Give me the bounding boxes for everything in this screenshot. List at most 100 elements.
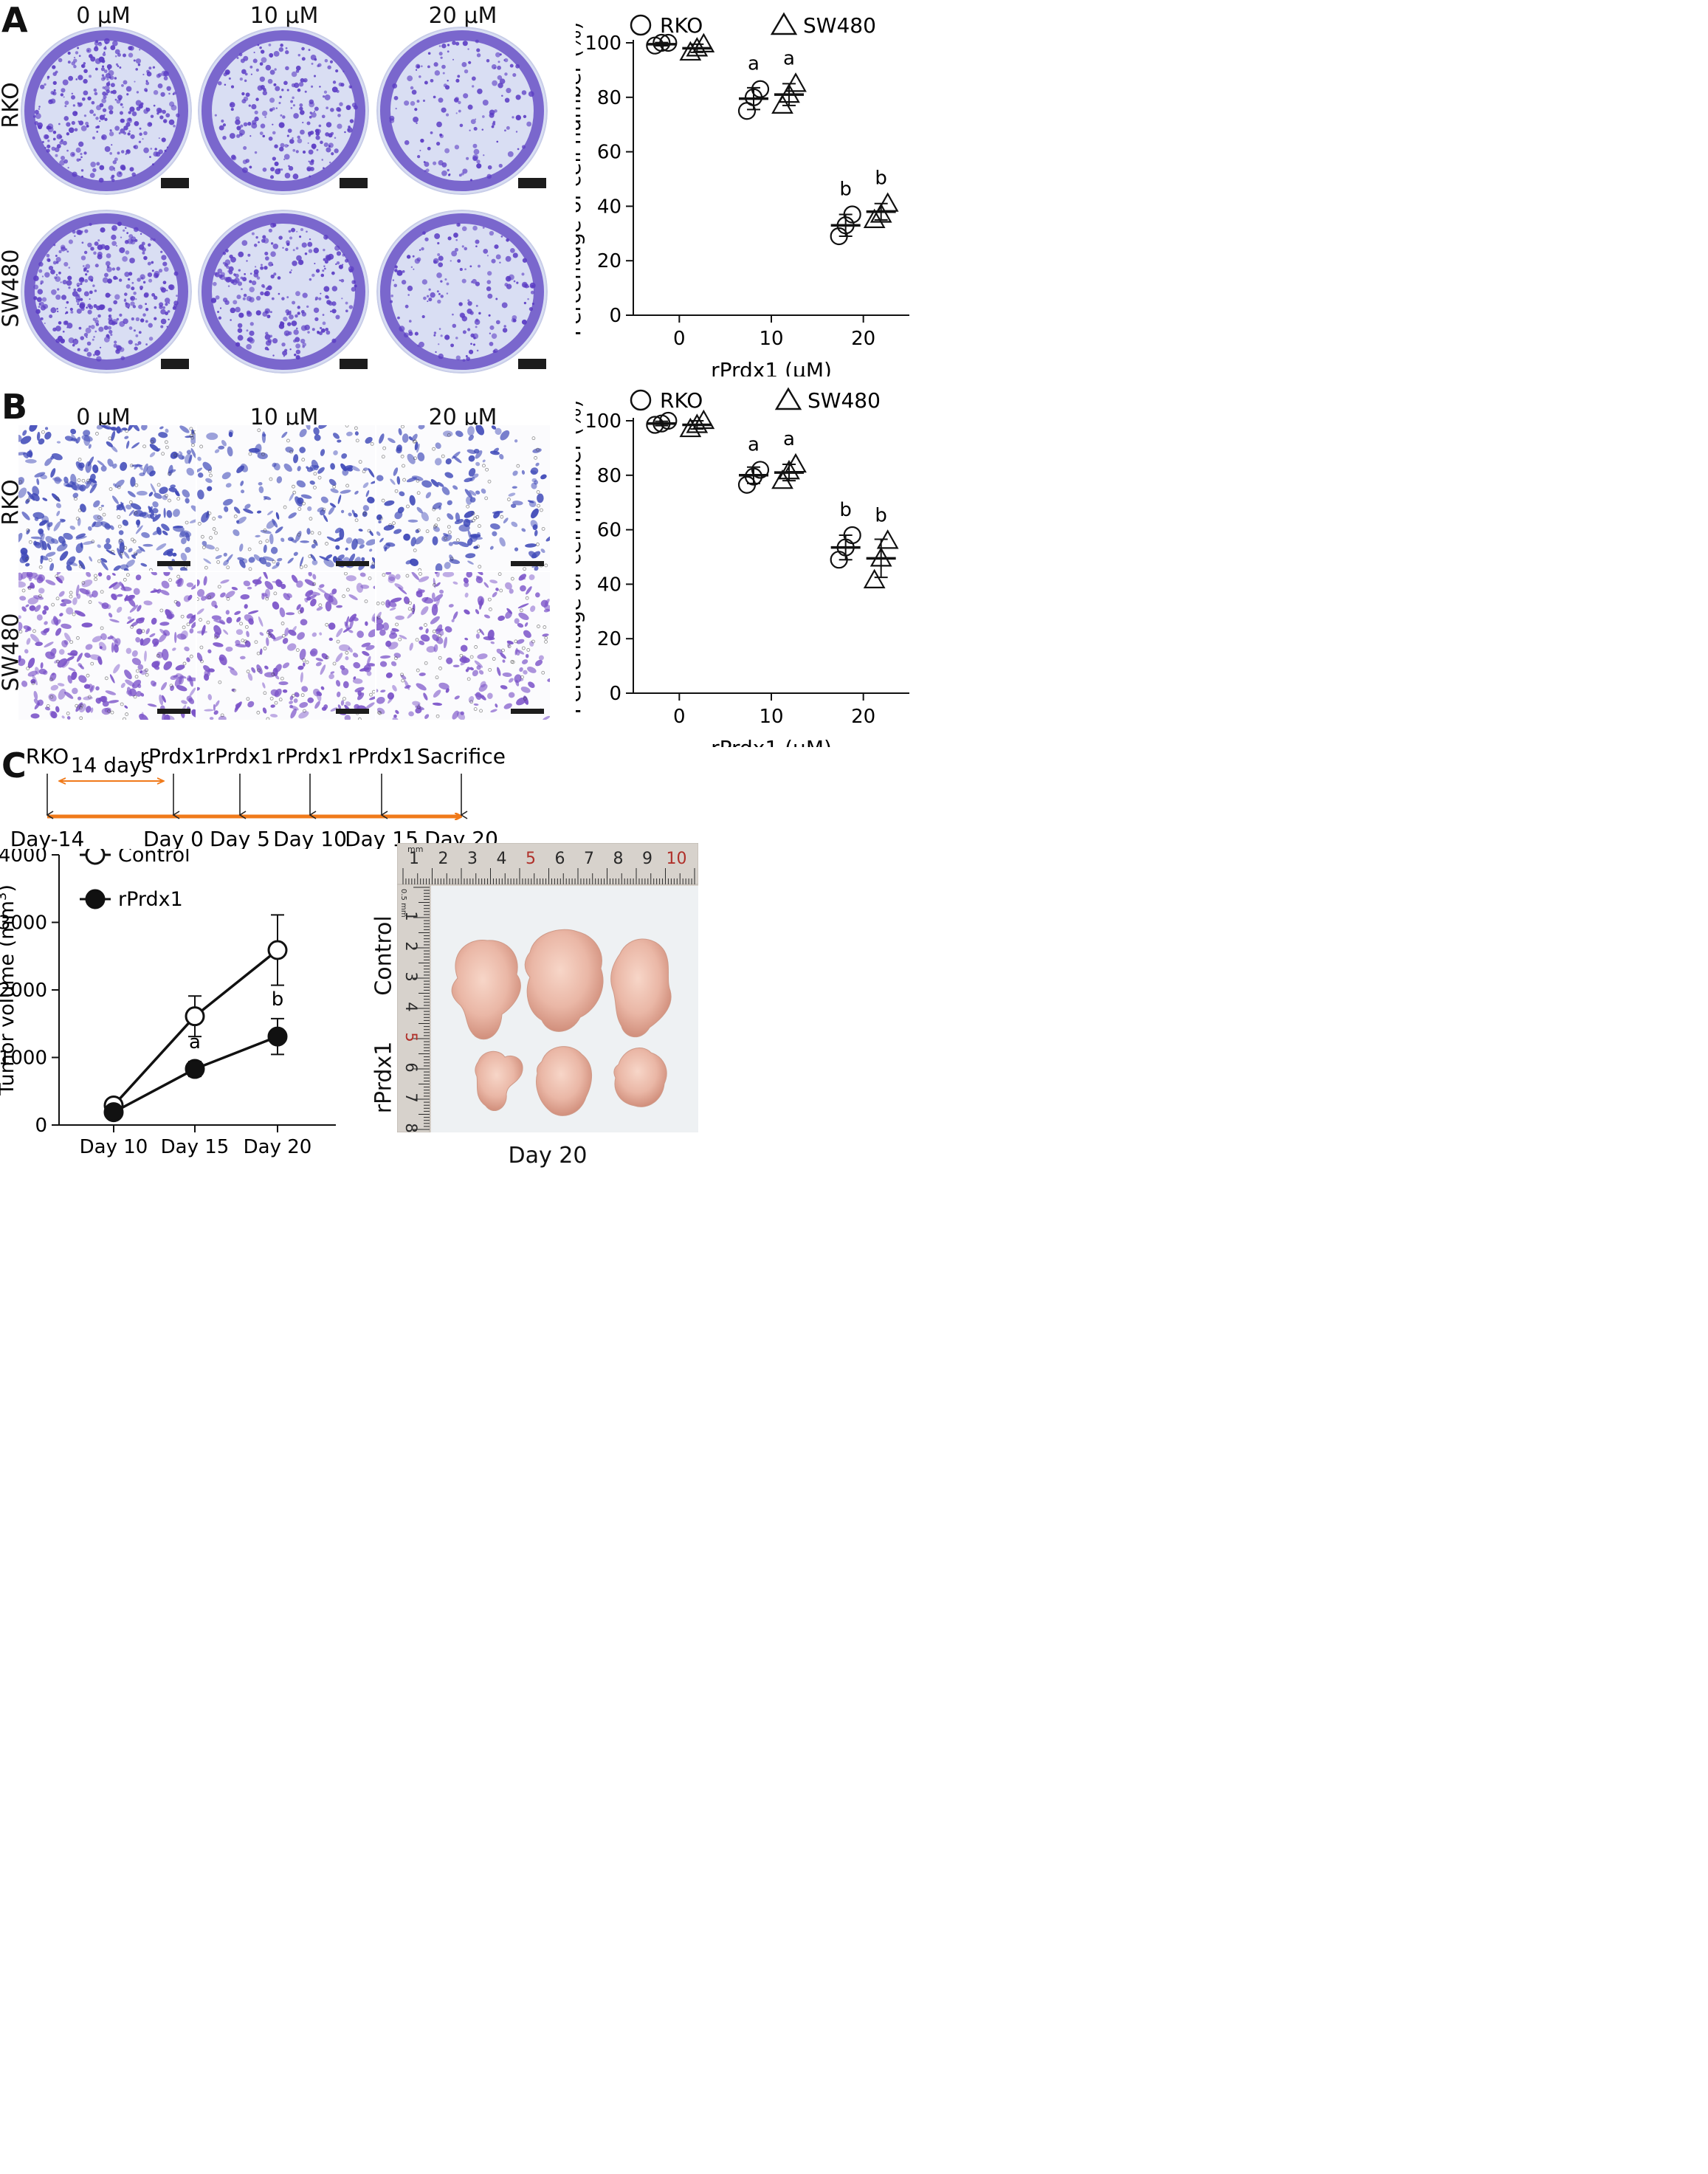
pore [25,557,30,561]
cell [275,512,280,520]
colony [126,232,129,235]
colony [103,38,110,44]
pore [182,625,186,630]
event-day-label: Day 0 [143,827,204,849]
colony [306,121,311,125]
colony [100,67,106,72]
data-point [652,33,671,52]
colony [77,47,79,49]
legend-marker-circle [630,14,652,36]
colony [158,269,163,273]
cell [131,425,140,432]
cell [331,588,337,595]
cell [89,478,97,484]
cell [416,506,423,514]
cell [136,628,142,635]
colony [434,233,441,239]
colony [86,306,88,309]
colony [271,264,274,266]
cell [454,695,460,700]
pore [419,572,422,576]
colony [473,148,480,155]
colony [83,332,89,337]
dish-plate [376,27,548,195]
pore [256,710,261,715]
colony [151,269,154,272]
cell [371,481,375,484]
colony [441,170,447,176]
colony [300,78,305,83]
cell [92,636,103,643]
colony [455,78,460,83]
colony [86,269,89,273]
colony [111,234,117,241]
pore [286,438,290,443]
colony [280,168,283,171]
pore [167,472,171,476]
colony [249,135,252,137]
colony [136,91,140,94]
cell [425,492,432,499]
data-point [267,1026,288,1047]
cell [452,541,459,545]
cell [124,594,134,601]
cell [479,598,483,610]
pore [130,537,134,542]
cell [373,585,375,589]
pore [544,639,548,644]
colony [314,317,319,322]
cell [58,591,65,597]
colony [63,116,69,121]
cell [299,447,306,453]
cell [354,687,365,692]
dish-rim-colonies [380,213,544,370]
cell [75,533,86,539]
colony [342,70,345,72]
cell [514,618,520,625]
cell [258,486,264,494]
colony [472,143,478,148]
colony [269,311,272,314]
colony [265,64,272,71]
colony [299,103,303,107]
cell [70,428,77,435]
colony [486,59,490,63]
colony [246,329,249,332]
pore [370,441,374,446]
colony [148,337,154,341]
colony [417,154,421,159]
colony [214,114,217,117]
cell [266,520,276,529]
colony [438,45,441,47]
colony [461,226,467,232]
colony [128,46,133,51]
colony [62,140,67,145]
colony [93,251,97,255]
colony [118,278,123,282]
cell [515,679,520,687]
colony [280,142,285,148]
cell [81,435,93,442]
significance-label: a [748,433,760,455]
colony [60,244,66,250]
cell [433,577,436,588]
cell [207,649,212,654]
colony [83,250,88,255]
ruler-left-number: 1 [402,911,420,921]
colony [240,124,244,128]
colony [92,136,95,140]
pore [435,675,439,680]
cell [63,481,69,487]
colony [327,65,331,69]
colony [444,148,450,154]
cell [277,557,283,562]
cell [337,495,342,504]
colony [306,167,311,171]
tumor-control-1 [451,940,521,1040]
colony [160,309,166,315]
colony [114,55,117,58]
cell [308,572,312,577]
colony [311,62,314,65]
cell [433,644,438,653]
colony [39,301,44,306]
